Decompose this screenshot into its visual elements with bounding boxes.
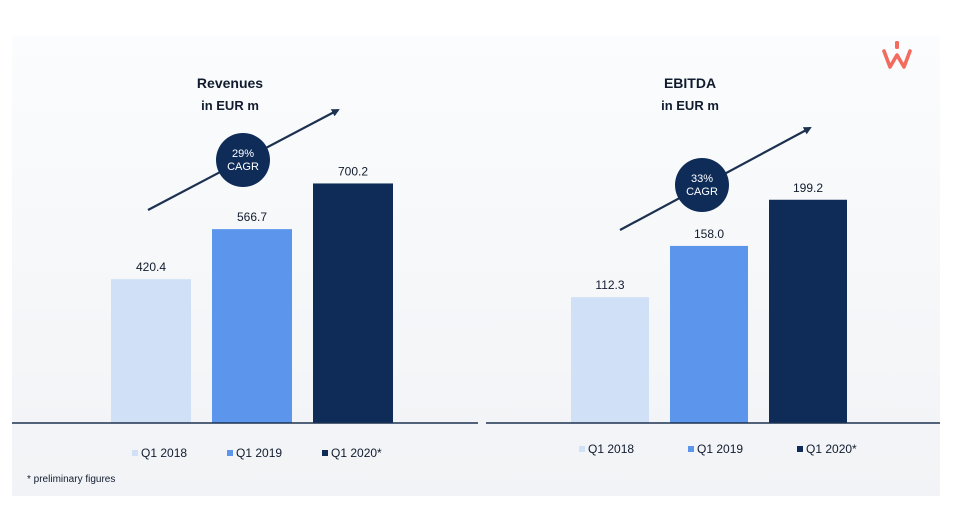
ebitda-legend-q1-2018: Q1 2018 — [588, 442, 634, 456]
ebitda-legend-q1-2019: Q1 2019 — [697, 442, 743, 456]
ebitda-legend-swatch-q1-2018 — [579, 446, 585, 452]
w-logo — [882, 41, 912, 69]
ebitda-legend-q1-2020: Q1 2020* — [806, 442, 857, 456]
revenues-legend-swatch-q1-2018 — [132, 450, 138, 456]
revenues-title: Revenues — [197, 75, 263, 91]
revenues-cagr-value: 29% — [232, 148, 254, 160]
revenues-value-label-q1-2018: 420.4 — [136, 260, 166, 274]
ebitda-legend-swatch-q1-2020 — [797, 446, 803, 452]
ebitda-title: EBITDA — [664, 75, 716, 91]
revenues-legend-q1-2019: Q1 2019 — [236, 446, 282, 460]
revenues-bars: 420.4 566.7 700.2 — [111, 164, 393, 423]
revenues-value-label-q1-2020: 700.2 — [338, 164, 368, 178]
ebitda-value-label-q1-2018: 112.3 — [595, 278, 624, 292]
revenues-legend-q1-2020: Q1 2020* — [331, 446, 382, 460]
revenues-subtitle: in EUR m — [201, 98, 259, 113]
ebitda-value-label-q1-2020: 199.2 — [793, 181, 823, 195]
ebitda-legend: Q1 2018 Q1 2019 Q1 2020* — [579, 442, 857, 456]
ebitda-subtitle: in EUR m — [661, 98, 719, 113]
revenues-legend-swatch-q1-2019 — [227, 450, 233, 456]
ebitda-value-label-q1-2019: 158.0 — [694, 227, 724, 241]
ebitda-legend-swatch-q1-2019 — [688, 446, 694, 452]
ebitda-cagr-value: 33% — [691, 173, 713, 185]
revenues-bar-q1-2018 — [111, 279, 191, 423]
revenues-value-label-q1-2019: 566.7 — [237, 210, 267, 224]
ebitda-cagr-label: CAGR — [686, 186, 718, 198]
revenues-legend-q1-2018: Q1 2018 — [141, 446, 187, 460]
ebitda-bar-q1-2020 — [769, 199, 847, 423]
revenues-cagr-circle — [216, 133, 270, 187]
revenues-cagr-label: CAGR — [227, 161, 259, 173]
ebitda-chart: EBITDA in EUR m 33% CAGR 112.3 158.0 199.2… — [486, 75, 940, 456]
ebitda-bar-q1-2018 — [571, 297, 649, 423]
ebitda-cagr-circle — [675, 158, 729, 212]
revenues-bar-q1-2020 — [313, 183, 393, 423]
ebitda-bar-q1-2019 — [670, 245, 748, 423]
ebitda-bars: 112.3 158.0 199.2 — [571, 181, 847, 423]
revenues-legend: Q1 2018 Q1 2019 Q1 2020* — [132, 446, 382, 460]
revenues-chart: Revenues in EUR m 29% CAGR 420.4 566.7 700… — [12, 75, 478, 460]
revenues-bar-q1-2019 — [212, 229, 292, 423]
revenues-legend-swatch-q1-2020 — [322, 450, 328, 456]
footnote: * preliminary figures — [27, 474, 115, 485]
